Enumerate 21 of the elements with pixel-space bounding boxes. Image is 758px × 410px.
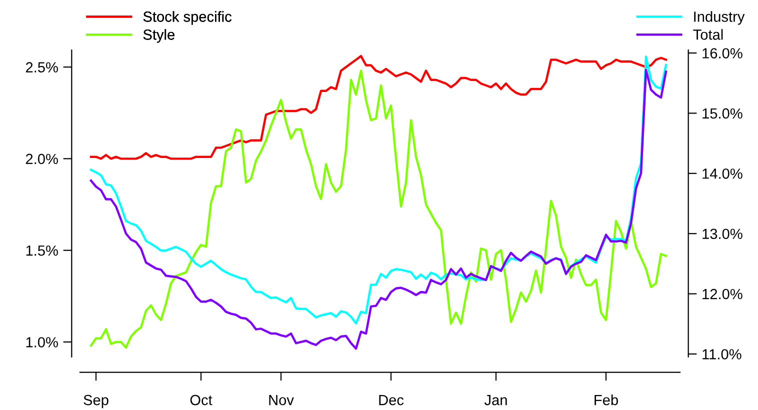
line-series [90,54,668,160]
y-tick-label: 1.0% [26,337,58,348]
y2-tick-label: 14.0% [702,168,742,179]
y2-tick-label: 11.0% [702,349,742,360]
x-tick-label: Feb [594,394,618,406]
x-tick-label: Oct [190,394,212,406]
x-tick-label: Sep [84,394,108,408]
y-tick-label: 1.5% [26,245,58,256]
legend-label: Industry [694,11,745,25]
y-tick-label: 2.5% [26,62,58,72]
y2-tick-label: 15.0% [702,108,742,119]
x-tick-label: Dec [379,395,404,406]
y2-tick-label: 12.0% [702,288,742,300]
legend-label: Style [143,29,174,43]
y-tick-label: 2.0% [26,154,58,164]
y2-tick-label: 13.0% [702,228,742,240]
x-tick-label: Nov [269,395,294,406]
legend-label: Total [693,29,723,40]
x-tick-label: Jan [484,395,507,406]
legend-label: Stock specific [143,11,232,25]
y2-tick-label: 16.0% [702,48,742,58]
